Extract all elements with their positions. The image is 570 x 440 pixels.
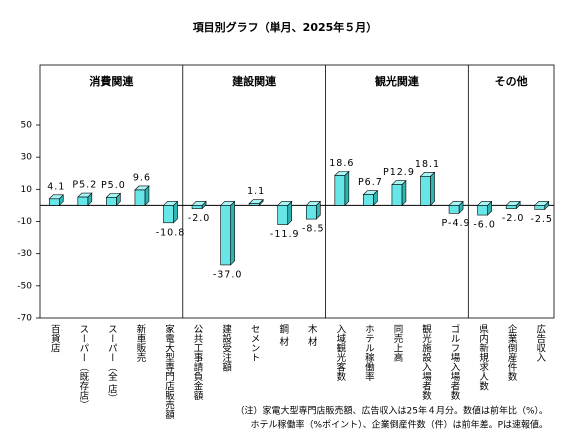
y-tick-label: 10 (21, 185, 33, 195)
bar (448, 205, 460, 214)
y-tick-label: -10 (17, 217, 32, 227)
bar (134, 189, 146, 206)
x-tick-label: 広告収入 (534, 323, 546, 362)
group-label: その他 (495, 74, 528, 88)
bar (391, 184, 403, 206)
group-label: 建設関連 (232, 74, 277, 88)
value-label: 18.1 (415, 159, 440, 170)
x-tick-label: スーパー（既存店） (77, 324, 89, 410)
value-label: P12.9 (383, 167, 415, 178)
value-label: -2.0 (502, 213, 525, 224)
x-tick-label: セメント (249, 324, 261, 362)
bar (305, 205, 317, 220)
y-tick-label: -70 (17, 314, 32, 324)
x-tick-label: 家電大型専門店販売額 (163, 323, 175, 420)
x-tick-label: 同売上高 (391, 324, 403, 363)
value-label: -8.5 (302, 224, 325, 235)
bar (505, 205, 517, 209)
bar (420, 176, 431, 206)
bar (48, 198, 60, 206)
value-label: P-4.9 (442, 218, 471, 229)
x-tick-label: 観光施設入場者数 (420, 323, 432, 401)
bar (363, 194, 374, 206)
chart-title: 項目別グラフ（単月、2025年５月） (193, 20, 378, 34)
bar-side (430, 171, 435, 207)
y-tick-label: -30 (17, 249, 32, 259)
y-tick-label: -50 (17, 281, 32, 291)
bar (248, 203, 260, 206)
value-label: -11.9 (270, 229, 300, 240)
x-tick-label: 企業倒産件数 (506, 323, 518, 382)
bar (106, 197, 117, 206)
y-tick-label: 50 (21, 121, 33, 131)
bar (191, 205, 203, 209)
group-label: 消費関連 (89, 74, 134, 88)
x-tick-label: 木 材 (306, 323, 318, 346)
bar (477, 205, 488, 216)
x-tick-label: ゴルフ場入場者数 (449, 323, 461, 401)
x-tick-label: ホテル稼働率 (363, 324, 375, 382)
value-label: -37.0 (213, 269, 243, 280)
bar (163, 205, 174, 224)
x-tick-label: 鋼 材 (277, 323, 289, 346)
bar-side (344, 170, 350, 207)
group-label: 観光関連 (375, 74, 420, 88)
bar (220, 205, 231, 266)
x-tick-label: 百貨店 (49, 324, 61, 353)
y-tick-label: 30 (21, 153, 33, 163)
x-tick-label: 建設受注額 (220, 323, 232, 372)
note: （注）家電大型専門店販売額、広告収入は25年４月分。数値は前年比（%）。 (235, 405, 548, 417)
value-label: 18.6 (329, 158, 354, 169)
value-label: -10.8 (156, 227, 186, 238)
x-tick-label: 公共工事請負金額 (192, 324, 204, 401)
value-label: 9.6 (133, 172, 151, 183)
value-label: P5.2 (72, 180, 97, 191)
value-label: P5.0 (101, 180, 126, 191)
value-label: 4.1 (47, 181, 65, 192)
value-label: -2.5 (530, 214, 553, 225)
value-label: P6.7 (358, 177, 383, 188)
frame (39, 64, 555, 319)
note: ホテル稼働率（%ポイント）、企業倒産件数（件）は前年差。Pは速報値。 (251, 419, 548, 431)
bar (534, 205, 546, 210)
bar-side (230, 200, 235, 266)
value-label: -6.0 (473, 220, 496, 231)
bar (77, 196, 89, 206)
value-label: -2.0 (188, 213, 211, 224)
x-tick-label: 県内新規求人数 (477, 324, 489, 391)
x-tick-label: 入域観光客数 (334, 324, 346, 382)
x-tick-label: 新車販売 (134, 323, 146, 363)
bar (334, 175, 346, 206)
bar (277, 205, 289, 225)
x-tick-label: スーパー（全 店） (106, 324, 118, 403)
value-label: 1.1 (247, 186, 265, 197)
